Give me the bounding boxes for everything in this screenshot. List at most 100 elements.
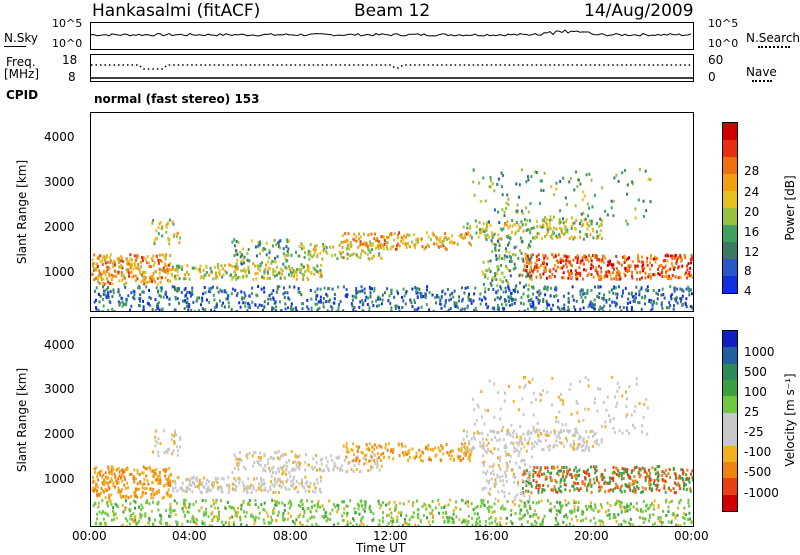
- velocity-cell: [175, 486, 177, 489]
- velocity-cell: [606, 514, 608, 517]
- power-cell: [675, 299, 677, 302]
- velocity-cell: [358, 507, 360, 510]
- power-cell: [214, 266, 216, 269]
- velocity-cell: [494, 498, 496, 501]
- velocity-cell: [557, 522, 559, 525]
- velocity-cell: [646, 504, 648, 507]
- velocity-cell: [538, 491, 540, 494]
- power-cell: [409, 299, 411, 302]
- velocity-cell: [352, 442, 354, 445]
- power-cell: [140, 280, 142, 283]
- power-cell: [538, 289, 540, 292]
- velocity-cell: [147, 479, 149, 482]
- power-cell: [507, 244, 509, 247]
- velocity-cell: [331, 459, 333, 462]
- power-cell: [540, 225, 542, 228]
- velocity-cell: [277, 514, 279, 517]
- power-cell: [545, 221, 547, 224]
- power-cell: [566, 266, 568, 269]
- velocity-cell: [254, 522, 256, 525]
- power-cell: [121, 274, 123, 277]
- power-cell: [278, 285, 280, 288]
- velocity-cell: [100, 524, 102, 526]
- velocity-cell: [595, 526, 597, 527]
- velocity-cell: [598, 510, 600, 513]
- power-cell: [322, 302, 324, 305]
- power-cell: [118, 257, 120, 260]
- power-cell: [272, 245, 274, 248]
- velocity-cell: [432, 520, 434, 523]
- power-cell: [519, 249, 521, 252]
- velocity-cell: [271, 483, 273, 486]
- velocity-cell: [600, 503, 602, 506]
- velocity-cell: [157, 509, 159, 512]
- velocity-cell: [294, 522, 296, 525]
- power-cell: [267, 277, 269, 280]
- power-cell: [627, 302, 629, 305]
- power-cell: [324, 287, 326, 290]
- power-cell: [681, 288, 683, 291]
- power-cell: [301, 263, 303, 266]
- velocity-cell: [614, 395, 616, 398]
- power-cell: [467, 222, 469, 225]
- power-cell: [222, 267, 224, 270]
- velocity-cell: [307, 464, 309, 467]
- power-cell: [452, 296, 454, 299]
- velocity-cell: [645, 471, 647, 474]
- power-cell: [575, 171, 577, 174]
- power-cell: [501, 229, 503, 232]
- power-cell: [159, 254, 161, 257]
- power-cell: [272, 268, 274, 271]
- velocity-cell: [447, 503, 449, 506]
- power-cell: [624, 267, 626, 270]
- power-cell: [172, 285, 174, 288]
- power-cell: [224, 290, 226, 293]
- velocity-cell: [141, 471, 143, 474]
- power-cell: [490, 224, 492, 227]
- power-cell: [197, 269, 199, 272]
- power-cell: [123, 274, 125, 277]
- velocity-cell: [357, 450, 359, 453]
- power-cell: [406, 290, 408, 293]
- power-cell: [690, 258, 692, 261]
- velocity-cell: [682, 469, 684, 472]
- power-cell: [259, 242, 261, 245]
- velocity-cell: [569, 468, 571, 471]
- power-cell: [673, 308, 675, 311]
- station-title: Hankasalmi (fitACF): [92, 1, 260, 21]
- velocity-cell: [343, 507, 345, 510]
- power-cell: [139, 293, 141, 296]
- velocity-cell: [288, 512, 290, 515]
- power-cell: [413, 233, 415, 236]
- power-cell: [473, 309, 475, 311]
- velocity-cell: [471, 517, 473, 520]
- velocity-cell: [540, 440, 542, 443]
- velocity-cell: [263, 509, 265, 512]
- power-cell: [310, 243, 312, 246]
- velocity-cell: [464, 442, 466, 445]
- power-cell: [536, 236, 538, 239]
- power-cell: [457, 243, 459, 246]
- velocity-cell: [540, 499, 542, 502]
- power-cell: [466, 306, 468, 309]
- power-cell: [393, 296, 395, 299]
- velocity-cell: [276, 519, 278, 522]
- velocity-cell: [175, 434, 177, 437]
- velocity-cell: [522, 516, 524, 519]
- power-cell: [160, 281, 162, 284]
- velocity-cell: [96, 489, 98, 492]
- velocity-cell: [550, 502, 552, 505]
- power-cell: [669, 304, 671, 307]
- power-cell: [157, 291, 159, 294]
- power-cell: [393, 239, 395, 242]
- power-cell: [685, 297, 687, 300]
- power-cell: [134, 264, 136, 267]
- velocity-cell: [537, 434, 539, 437]
- velocity-cell: [382, 452, 384, 455]
- velocity-cell: [276, 452, 278, 455]
- power-cell: [325, 250, 327, 253]
- velocity-cell: [615, 405, 617, 408]
- power-cell: [595, 266, 597, 269]
- velocity-cell: [661, 474, 663, 477]
- velocity-cell: [537, 516, 539, 519]
